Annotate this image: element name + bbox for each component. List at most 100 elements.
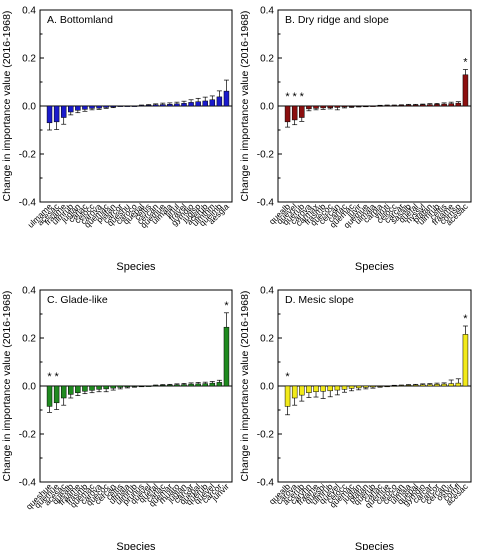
bar — [96, 385, 102, 390]
bar — [434, 384, 440, 387]
bar — [284, 385, 291, 407]
y-tick-label: 0.2 — [260, 54, 274, 65]
y-tick-label: 0.2 — [260, 334, 274, 345]
bar — [167, 104, 173, 107]
bar — [209, 382, 216, 387]
bar — [448, 383, 454, 387]
bar — [299, 105, 305, 118]
bar — [145, 105, 152, 107]
bar — [82, 105, 88, 110]
bar — [223, 326, 230, 387]
bar — [334, 105, 341, 108]
bar — [110, 105, 116, 108]
bar — [68, 385, 74, 395]
y-tick-label: -0.4 — [19, 478, 37, 489]
bar — [398, 105, 405, 107]
bar — [405, 385, 412, 387]
bar — [348, 385, 355, 389]
chart-panel-d: -0.4-0.20.00.20.4quealbcarovaacerubcaryh… — [239, 286, 472, 550]
bar — [89, 385, 95, 391]
bar — [75, 385, 81, 393]
bar — [455, 382, 462, 387]
y-tick-label: 0.4 — [22, 6, 36, 17]
bar — [334, 385, 341, 391]
bar — [53, 105, 60, 123]
bar — [320, 105, 326, 109]
bar — [138, 105, 145, 107]
bar — [152, 104, 159, 107]
y-axis-label: Change in importance value (2016-1968) — [239, 11, 251, 202]
bar — [209, 99, 216, 107]
bar — [313, 105, 319, 109]
bar — [363, 385, 369, 388]
bar — [202, 383, 208, 387]
bar — [174, 384, 180, 387]
bar — [291, 385, 298, 399]
panel-title: A. Bottomland — [47, 14, 113, 26]
y-tick-label: -0.2 — [257, 150, 275, 161]
bar — [370, 105, 376, 107]
bar — [377, 105, 383, 107]
chart-panel-b: -0.4-0.20.00.20.4quealbquevelquerubcarov… — [239, 6, 472, 273]
bar — [427, 384, 433, 387]
x-axis-label: Species — [355, 261, 395, 273]
bar — [391, 385, 398, 387]
y-tick-label: 0.0 — [260, 102, 274, 113]
bar — [384, 105, 390, 107]
bar — [160, 104, 166, 107]
bar — [216, 382, 223, 387]
bar — [82, 385, 88, 392]
bar — [420, 104, 426, 107]
significance-star: * — [54, 371, 59, 383]
y-tick-label: 0.4 — [260, 6, 274, 17]
y-tick-label: -0.2 — [19, 150, 37, 161]
bar — [284, 105, 291, 123]
bar — [60, 385, 67, 399]
significance-star: * — [224, 300, 229, 312]
bar — [46, 385, 53, 407]
y-tick-label: -0.4 — [257, 478, 275, 489]
y-tick-label: 0.4 — [22, 286, 36, 297]
chart-panel-a: -0.4-0.20.00.20.4ulmameacesacfraameulmru… — [1, 6, 233, 273]
bar — [46, 105, 53, 124]
bar — [427, 104, 433, 107]
bar — [313, 385, 319, 393]
y-tick-label: 0.0 — [22, 382, 36, 393]
bar — [188, 102, 194, 107]
bar — [124, 105, 131, 107]
x-axis-label: Species — [116, 261, 156, 273]
bar — [448, 103, 454, 107]
y-tick-label: 0.4 — [260, 286, 274, 297]
bar — [124, 385, 131, 388]
y-tick-label: -0.4 — [257, 198, 275, 209]
bar — [370, 385, 376, 388]
panel-title: D. Mesic slope — [285, 294, 354, 306]
bar — [103, 385, 109, 390]
bar — [348, 105, 355, 107]
bar — [181, 384, 187, 387]
bar — [145, 385, 152, 387]
bar — [96, 105, 102, 109]
bar — [195, 383, 201, 387]
bar — [306, 385, 312, 393]
significance-star: * — [47, 371, 52, 383]
bar — [327, 385, 333, 392]
bar — [327, 105, 333, 108]
bar — [75, 105, 81, 111]
bar — [68, 105, 74, 113]
significance-star: * — [285, 91, 290, 103]
bar — [434, 104, 440, 107]
y-tick-label: -0.2 — [257, 430, 275, 441]
bar — [181, 103, 187, 107]
y-axis-label: Change in importance value (2016-1968) — [239, 291, 251, 482]
y-tick-label: 0.0 — [22, 102, 36, 113]
bar — [152, 385, 159, 387]
bar — [160, 385, 166, 387]
significance-star: * — [463, 313, 468, 325]
y-axis-label: Change in importance value (2016-1968) — [1, 291, 13, 482]
bar — [412, 384, 419, 387]
y-axis-label: Change in importance value (2016-1968) — [1, 11, 13, 202]
bar — [420, 384, 426, 387]
bar — [306, 105, 312, 110]
